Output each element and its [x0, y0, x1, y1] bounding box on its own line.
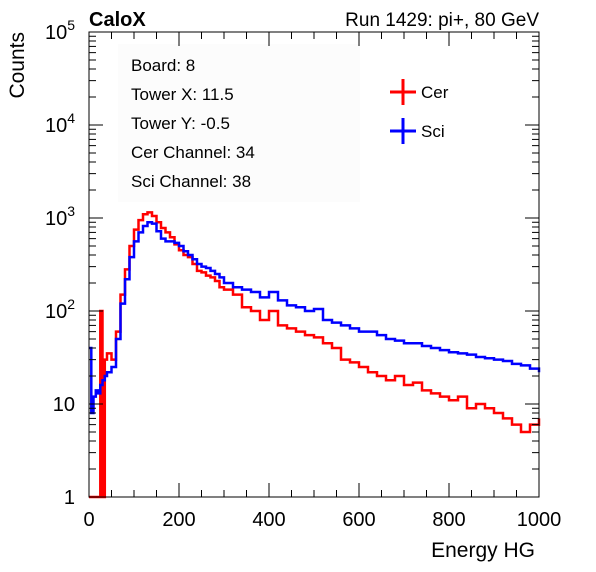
x-tick-label: 800 — [432, 509, 465, 531]
info-line-sci-channel: Sci Channel: 38 — [131, 172, 251, 191]
info-line-board: Board: 8 — [131, 56, 195, 75]
y-tick-label: 103 — [45, 203, 75, 230]
info-line-tower-x: Tower X: 11.5 — [131, 85, 234, 104]
x-tick-label: 600 — [342, 509, 375, 531]
legend-cer-label: Cer — [421, 83, 449, 102]
y-tick-label: 1 — [64, 487, 75, 509]
y-tick-label: 10 — [53, 394, 75, 416]
series-layer — [89, 211, 541, 499]
y-tick-label: 104 — [45, 110, 75, 137]
legend: Cer Sci — [390, 79, 449, 144]
experiment-label: CaloX — [89, 9, 146, 31]
y-tick-label: 105 — [45, 17, 75, 44]
info-line-cer-channel: Cer Channel: 34 — [131, 143, 255, 162]
run-info-label: Run 1429: pi+, 80 GeV — [345, 10, 539, 31]
info-box — [118, 44, 360, 202]
series-cer-line — [89, 211, 541, 499]
x-tick-label: 200 — [162, 509, 195, 531]
x-tick-label: 0 — [83, 509, 94, 531]
legend-sci-label: Sci — [421, 122, 445, 141]
x-tick-label: 400 — [252, 509, 285, 531]
y-axis-title: Counts — [6, 32, 29, 99]
series-sci-line — [89, 221, 541, 415]
info-line-tower-y: Tower Y: -0.5 — [131, 114, 230, 133]
tick-layer: 0 200 400 600 800 1000 1 10 102 103 104 105 — [45, 17, 561, 531]
x-axis-title: Energy HG — [431, 539, 535, 562]
x-tick-label: 1000 — [517, 509, 562, 531]
y-tick-label: 102 — [45, 296, 75, 323]
